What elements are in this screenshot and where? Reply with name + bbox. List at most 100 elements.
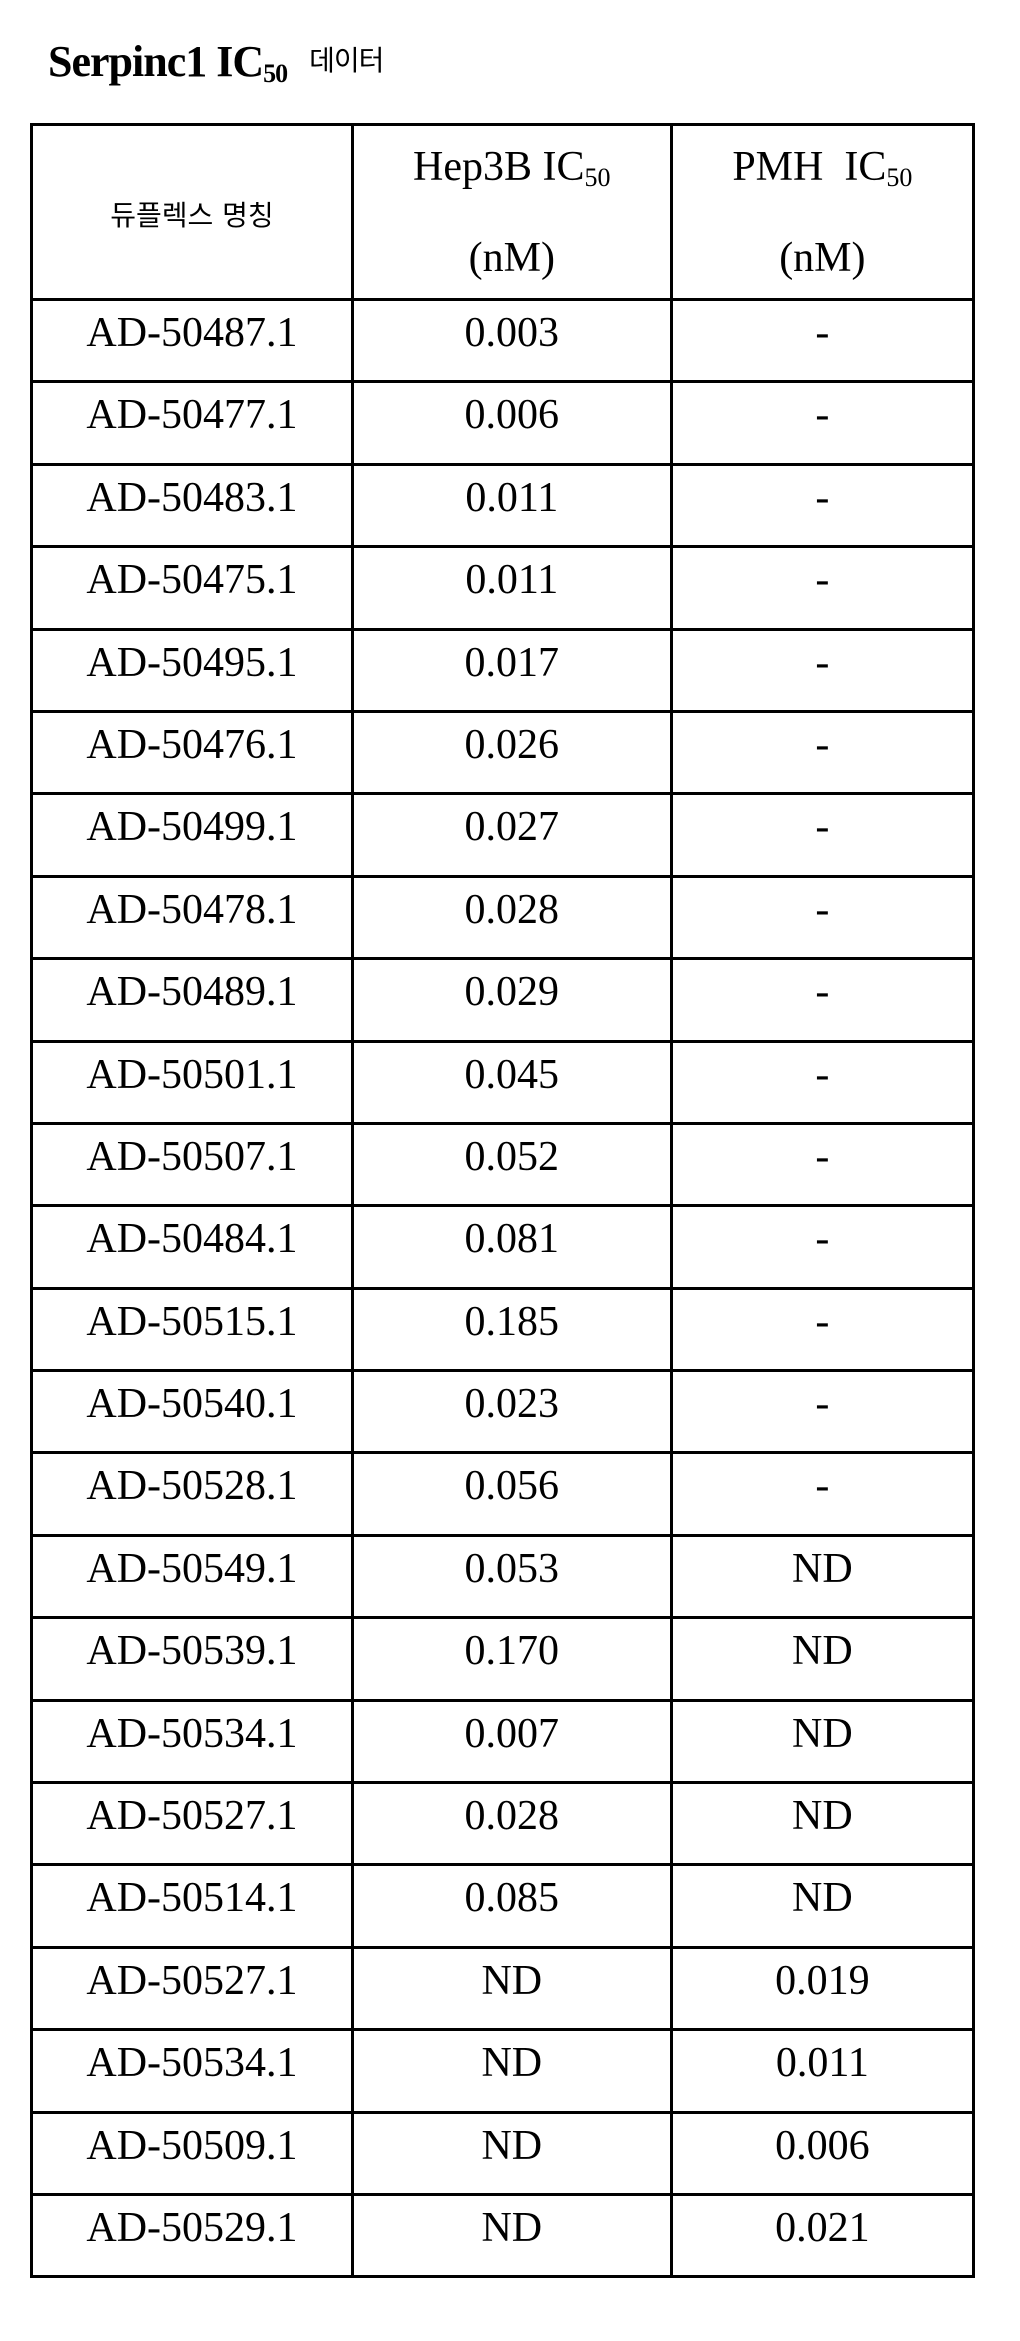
duplex-name-cell: AD-50475.1 [32,547,353,629]
pmh-ic50-cell: - [671,794,973,876]
pmh-ic50-cell: - [671,1123,973,1205]
duplex-name-cell: AD-50539.1 [32,1618,353,1700]
table-row: AD-50477.10.006- [32,382,974,464]
hep3b-ic50-cell: 0.026 [352,711,671,793]
hep3b-ic50-cell: ND [352,2030,671,2112]
table-row: AD-50539.10.170ND [32,1618,974,1700]
duplex-name-cell: AD-50528.1 [32,1453,353,1535]
duplex-name-cell: AD-50515.1 [32,1288,353,1370]
duplex-name-cell: AD-50495.1 [32,629,353,711]
pmh-ic50-cell: - [671,629,973,711]
table-row: AD-50534.10.007ND [32,1700,974,1782]
pmh-ic50-cell: ND [671,1618,973,1700]
ic50-table: 듀플렉스 명칭 Hep3B IC50(nM) PMH IC50(nM) AD-5… [30,123,975,2278]
pmh-ic50-cell: ND [671,1535,973,1617]
duplex-name-cell: AD-50534.1 [32,1700,353,1782]
duplex-name-cell: AD-50501.1 [32,1041,353,1123]
pmh-ic50-cell: - [671,711,973,793]
title-text: Serpinc1 IC [48,37,263,86]
header-label: PMH IC [732,144,886,190]
duplex-name-cell: AD-50478.1 [32,876,353,958]
duplex-name-cell: AD-50514.1 [32,1865,353,1947]
table-row: AD-50527.10.028ND [32,1783,974,1865]
pmh-ic50-cell: 0.011 [671,2030,973,2112]
table-row: AD-50475.10.011- [32,547,974,629]
pmh-ic50-cell: - [671,1453,973,1535]
pmh-ic50-cell: - [671,382,973,464]
duplex-name-cell: AD-50527.1 [32,1947,353,2029]
table-row: AD-50528.10.056- [32,1453,974,1535]
pmh-ic50-cell: 0.019 [671,1947,973,2029]
page-title: Serpinc1 IC50 데이터 [48,36,383,89]
duplex-name-cell: AD-50477.1 [32,382,353,464]
table-row: AD-50484.10.081- [32,1206,974,1288]
header-pmh-ic50: PMH IC50 (nM) [671,125,973,300]
hep3b-ic50-cell: 0.056 [352,1453,671,1535]
hep3b-ic50-cell: 0.028 [352,876,671,958]
table-row: AD-50515.10.185- [32,1288,974,1370]
header-label: 듀플렉스 명칭 [110,199,273,232]
header-duplex-name: 듀플렉스 명칭 [32,125,353,300]
table-row: AD-50478.10.028- [32,876,974,958]
hep3b-ic50-cell: 0.007 [352,1700,671,1782]
hep3b-ic50-cell: 0.003 [352,300,671,382]
duplex-name-cell: AD-50509.1 [32,2112,353,2194]
header-unit: (nM) [779,235,865,281]
table-row: AD-50476.10.026- [32,711,974,793]
header-hep3b-ic50: Hep3B IC50(nM) [352,125,671,300]
hep3b-ic50-cell: ND [352,2112,671,2194]
hep3b-ic50-cell: 0.081 [352,1206,671,1288]
table-row: AD-50501.10.045- [32,1041,974,1123]
table-row: AD-50495.10.017- [32,629,974,711]
hep3b-ic50-cell: 0.027 [352,794,671,876]
hep3b-ic50-cell: 0.053 [352,1535,671,1617]
duplex-name-cell: AD-50499.1 [32,794,353,876]
pmh-ic50-cell: - [671,464,973,546]
duplex-name-cell: AD-50549.1 [32,1535,353,1617]
table-row: AD-50534.1ND0.011 [32,2030,974,2112]
table-row: AD-50514.10.085ND [32,1865,974,1947]
header-subscript: 50 [585,163,611,192]
title-subscript: 50 [263,59,287,88]
hep3b-ic50-cell: 0.011 [352,464,671,546]
hep3b-ic50-cell: 0.029 [352,959,671,1041]
hep3b-ic50-cell: 0.170 [352,1618,671,1700]
pmh-ic50-cell: 0.021 [671,2194,973,2276]
pmh-ic50-cell: - [671,547,973,629]
pmh-ic50-cell: - [671,876,973,958]
table-row: AD-50509.1ND0.006 [32,2112,974,2194]
title-suffix: 데이터 [309,44,383,77]
hep3b-ic50-cell: ND [352,2194,671,2276]
hep3b-ic50-cell: 0.045 [352,1041,671,1123]
pmh-ic50-cell: - [671,1371,973,1453]
duplex-name-cell: AD-50476.1 [32,711,353,793]
table-row: AD-50499.10.027- [32,794,974,876]
table-row: AD-50483.10.011- [32,464,974,546]
pmh-ic50-cell: ND [671,1865,973,1947]
table-row: AD-50549.10.053ND [32,1535,974,1617]
hep3b-ic50-cell: 0.006 [352,382,671,464]
duplex-name-cell: AD-50484.1 [32,1206,353,1288]
duplex-name-cell: AD-50487.1 [32,300,353,382]
pmh-ic50-cell: - [671,1041,973,1123]
duplex-name-cell: AD-50527.1 [32,1783,353,1865]
hep3b-ic50-cell: 0.085 [352,1865,671,1947]
hep3b-ic50-cell: 0.185 [352,1288,671,1370]
pmh-ic50-cell: ND [671,1700,973,1782]
header-subscript: 50 [886,163,912,192]
pmh-ic50-cell: 0.006 [671,2112,973,2194]
pmh-ic50-cell: - [671,959,973,1041]
header-label: Hep3B IC [413,144,585,190]
hep3b-ic50-cell: ND [352,1947,671,2029]
pmh-ic50-cell: - [671,1206,973,1288]
hep3b-ic50-cell: 0.011 [352,547,671,629]
table-row: AD-50489.10.029- [32,959,974,1041]
duplex-name-cell: AD-50489.1 [32,959,353,1041]
table-row: AD-50487.10.003- [32,300,974,382]
duplex-name-cell: AD-50540.1 [32,1371,353,1453]
hep3b-ic50-cell: 0.028 [352,1783,671,1865]
pmh-ic50-cell: - [671,300,973,382]
duplex-name-cell: AD-50483.1 [32,464,353,546]
duplex-name-cell: AD-50507.1 [32,1123,353,1205]
header-row: 듀플렉스 명칭 Hep3B IC50(nM) PMH IC50(nM) [32,125,974,300]
